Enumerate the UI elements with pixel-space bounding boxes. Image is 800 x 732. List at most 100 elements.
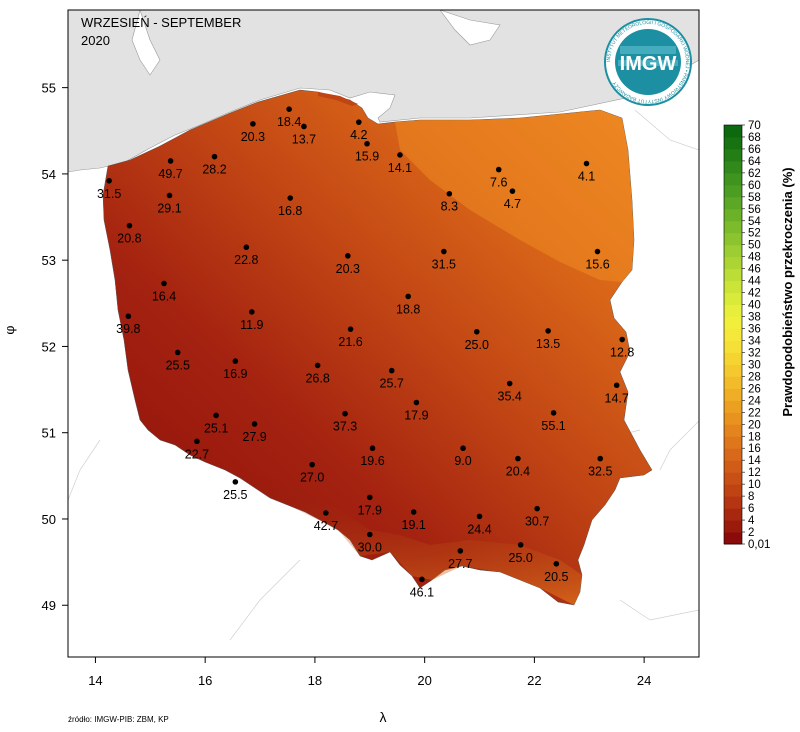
station-value: 32.5 — [588, 465, 612, 479]
station-dot — [405, 293, 411, 300]
station-value: 46.1 — [410, 585, 434, 599]
station-value: 29.1 — [157, 201, 181, 215]
station-value: 13.5 — [536, 337, 560, 351]
colorbar-swatch — [724, 436, 742, 449]
station-value: 20.3 — [241, 130, 265, 144]
colorbar-tick-label: 38 — [748, 312, 761, 324]
station-value: 21.6 — [338, 335, 362, 349]
station-dot — [213, 412, 219, 419]
colorbar-swatch — [724, 376, 742, 389]
station-dot — [476, 513, 483, 520]
station-dot — [364, 140, 370, 147]
colorbar-tick-label: 16 — [748, 443, 761, 455]
station-dot — [388, 367, 395, 374]
y-tick-label: 49 — [42, 598, 56, 613]
station-dot — [550, 410, 557, 416]
station-dot — [211, 153, 218, 160]
station-value: 9.0 — [454, 454, 471, 468]
hel-peninsula — [318, 92, 358, 106]
y-axis-label: φ — [3, 325, 18, 334]
station-dot — [619, 336, 625, 343]
peninsula-outline — [131, 10, 161, 76]
x-axis-label: λ — [380, 709, 387, 725]
station-value: 20.4 — [506, 465, 530, 479]
colorbar-swatch — [724, 208, 742, 222]
station-dot — [583, 160, 590, 167]
colorbar-swatch — [724, 125, 742, 138]
colorbar-swatch — [724, 352, 742, 365]
colorbar-swatch — [724, 292, 742, 306]
colorbar-tick-label: 46 — [748, 264, 761, 276]
colorbar-frame — [723, 124, 743, 545]
station-value: 12.8 — [610, 346, 634, 360]
colorbar-swatch — [724, 136, 742, 150]
station-value: 27.7 — [448, 557, 472, 571]
y-tick-label: 54 — [42, 167, 56, 182]
colorbar-swatch — [724, 148, 742, 162]
colorbar-tick-label: 4 — [748, 515, 755, 527]
station-value: 25.0 — [465, 338, 489, 352]
station-value: 16.8 — [278, 204, 302, 218]
station-value: 35.4 — [498, 390, 522, 404]
colorbar-swatch — [724, 304, 742, 318]
station-value: 18.4 — [277, 115, 301, 129]
colorbar-swatch — [724, 484, 742, 497]
station-dot — [194, 438, 200, 445]
colorbar-swatch — [724, 280, 742, 294]
colorbar-swatch — [724, 256, 742, 270]
station-dot — [410, 509, 417, 515]
station-value: 31.5 — [432, 258, 456, 272]
northeast-zone — [395, 110, 634, 282]
station-value: 20.8 — [117, 232, 141, 246]
colorbar-swatch — [724, 244, 742, 258]
station-dot — [419, 576, 425, 583]
y-tick-label: 51 — [42, 426, 56, 441]
station-value: 14.7 — [605, 391, 629, 405]
colorbar-swatch — [724, 424, 742, 437]
station-dot — [243, 244, 250, 251]
x-axis: 14 16 18 20 22 24 — [88, 657, 651, 688]
station-value: 27.9 — [242, 430, 266, 444]
colorbar-tick-label: 28 — [748, 371, 761, 383]
colorbar: 0,01246810121416182022242628303234363840… — [723, 120, 770, 551]
station-value: 22.7 — [185, 447, 209, 461]
station-value: 22.8 — [234, 253, 258, 267]
colorbar-swatch — [724, 160, 742, 174]
colorbar-tick-label: 26 — [748, 383, 761, 395]
station-dot — [232, 479, 239, 485]
colorbar-swatch — [724, 364, 742, 377]
station-value: 31.5 — [97, 187, 121, 201]
station-value: 25.5 — [223, 488, 247, 502]
colorbar-tick-label: 20 — [748, 419, 761, 431]
colorbar-tick-label: 54 — [748, 216, 761, 228]
x-tick-label: 16 — [198, 673, 212, 688]
station-value: 27.0 — [300, 471, 324, 485]
station-value: 30.7 — [525, 515, 549, 529]
map-year: 2020 — [81, 33, 110, 48]
x-tick-label: 18 — [308, 673, 322, 688]
colorbar-tick-label: 36 — [748, 324, 761, 336]
colorbar-tick-label: 14 — [748, 455, 761, 467]
station-dot — [287, 195, 294, 201]
station-dot — [166, 192, 173, 199]
station-value: 14.1 — [388, 161, 412, 175]
colorbar-swatch — [724, 316, 742, 330]
station-dot — [125, 313, 132, 320]
colorbar-tick-label: 34 — [748, 335, 761, 347]
station-dot — [323, 510, 329, 516]
colorbar-tick-label: 18 — [748, 431, 761, 443]
station-dot — [314, 362, 321, 369]
map-title: WRZESIEŃ - SEPTEMBER — [81, 15, 241, 30]
station-dot — [286, 106, 292, 113]
source-note: źródło: IMGW-PIB: ZBM, KP — [68, 715, 169, 724]
station-dot — [309, 461, 315, 468]
colorbar-swatch — [724, 184, 742, 198]
station-value: 55.1 — [541, 419, 565, 433]
x-tick-label: 14 — [88, 673, 102, 688]
station-value: 37.3 — [333, 420, 357, 434]
station-dot — [366, 531, 373, 538]
colorbar-tick-label: 64 — [748, 156, 761, 168]
colorbar-tick-label: 48 — [748, 252, 761, 264]
x-tick-label: 24 — [637, 673, 651, 688]
